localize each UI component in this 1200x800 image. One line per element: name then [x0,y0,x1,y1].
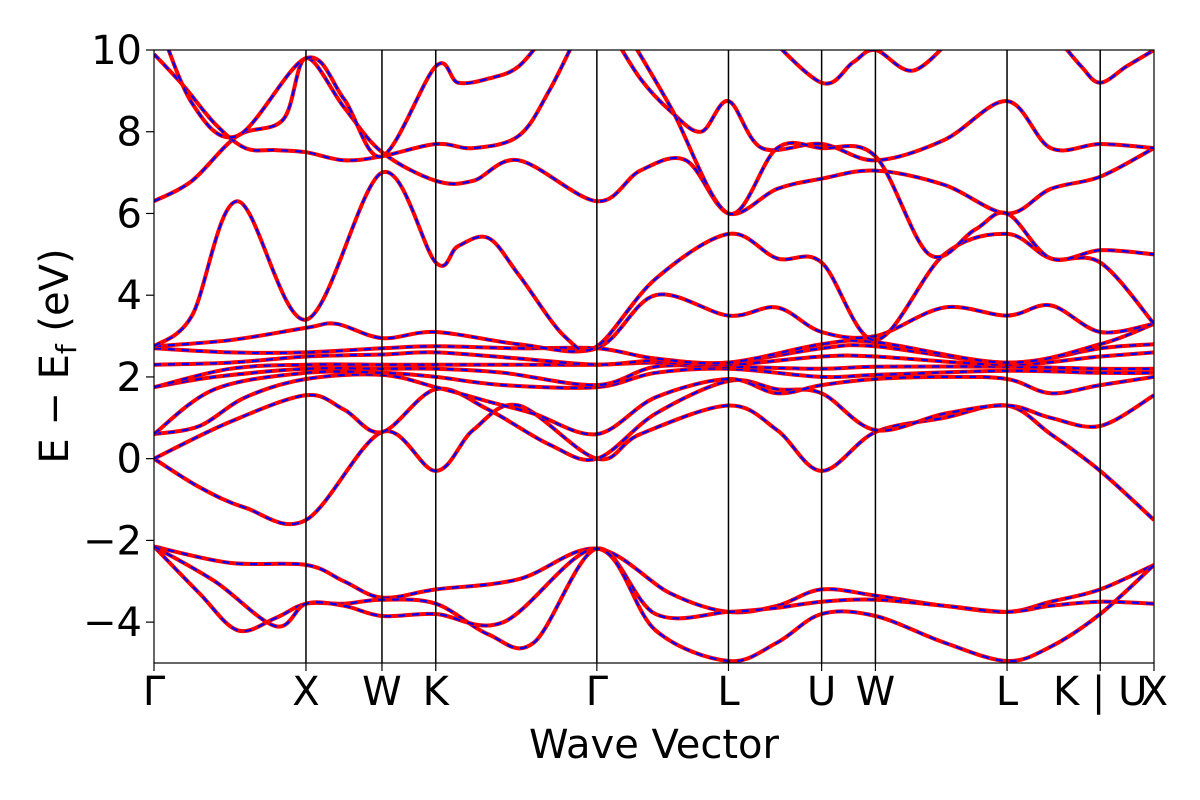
band-line-dashed-14 [154,57,1154,216]
band-line-dashed-15 [154,50,572,162]
y-axis-title: E − Ef (eV) [32,248,83,463]
y-tick-label: −4 [83,600,142,646]
band-line-dashed-7 [154,367,1154,435]
band-line-dashed-6 [154,373,1154,436]
y-tick-label: 8 [117,110,142,156]
x-tick-label: W [856,669,896,715]
band-line-dashed-11 [154,322,1154,365]
band-line-8 [154,363,1154,390]
band-line-20 [1064,50,1154,85]
band-line-dashed-16 [167,50,536,158]
band-lines [154,50,1154,663]
band-line-15 [154,50,573,163]
y-axis-title-unit: (eV) [32,248,78,344]
y-axis-title-main: E − E [32,354,78,464]
x-axis-title: Wave Vector [529,722,780,768]
band-line-18 [634,50,1154,262]
band-line-2 [154,545,1154,651]
plot-frame [153,49,1155,664]
y-axis-title-sub: f [50,343,83,354]
x-tick-label: L [996,669,1019,715]
band-line-dashed-13 [154,171,1154,352]
x-tick-label: X [1141,669,1168,715]
y-axis-ticks: −4 −2 0 2 4 6 8 10 [83,28,154,646]
band-line-dashed-17 [620,50,1154,162]
band-line-dashed-8 [154,364,1154,389]
x-tick-label: K | U [1053,669,1147,715]
x-tick-label: W [362,669,402,715]
y-tick-label: −2 [83,518,142,564]
band-line-12 [154,292,1154,354]
band-line-dashed-4 [154,403,1154,526]
band-line-dashed-18 [636,50,1154,261]
band-line-dashed-20 [1065,50,1154,84]
band-line-4 [154,402,1154,527]
band-line-5 [154,378,1154,462]
x-tick-label: Γ [586,669,609,715]
band-line-dashed-1 [154,545,1154,614]
band-line-dashed-12 [154,293,1154,353]
y-tick-label: 2 [117,355,142,401]
band-line-17 [619,50,1154,163]
band-line-dashed-5 [154,378,1154,461]
band-line-dashed-2 [154,545,1154,650]
x-tick-label: X [292,669,319,715]
y-tick-label: 6 [117,191,142,237]
band-line-dashed-19 [780,50,942,85]
x-tick-label: K [423,669,451,715]
k-point-lines [305,50,1101,663]
band-line-16 [166,50,537,159]
y-tick-label: 10 [91,28,142,74]
y-tick-label: 0 [117,437,142,483]
band-line-dashed-9 [154,351,1154,389]
y-tick-label: 4 [117,273,142,319]
x-tick-label: L [717,669,740,715]
x-tick-label: U [807,669,836,715]
band-line-13 [154,170,1154,353]
x-tick-label: Γ [143,669,166,715]
